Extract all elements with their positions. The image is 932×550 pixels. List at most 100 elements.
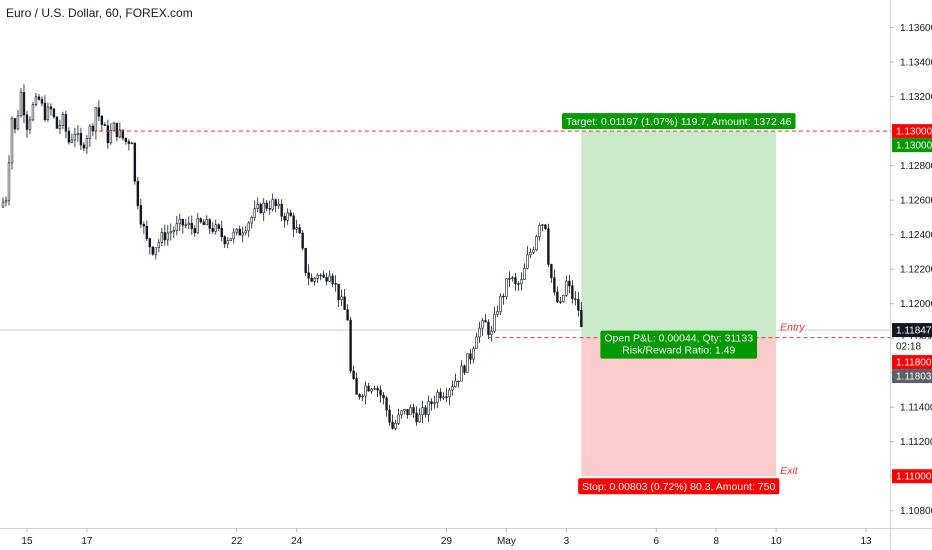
candle-body: [532, 249, 535, 253]
candle-body: [484, 320, 487, 323]
candle-body: [220, 228, 223, 237]
candle-body: [412, 407, 415, 414]
candle-body: [277, 203, 280, 207]
x-tick-label: 24: [291, 536, 303, 547]
candle-body: [541, 224, 544, 226]
candle-body: [346, 309, 349, 321]
candle-body: [133, 142, 137, 182]
candle-body: [268, 208, 271, 210]
y-tick-label: 1.13200: [900, 92, 932, 103]
stop-label[interactable]: [578, 478, 780, 495]
candle-body: [454, 380, 457, 387]
candle-body: [184, 224, 187, 226]
candle-body: [559, 301, 562, 303]
candle-body: [382, 394, 385, 399]
candle-body: [538, 225, 541, 237]
candle-body: [319, 274, 322, 277]
candle-body: [94, 107, 98, 132]
candle-body: [259, 204, 262, 214]
candle-body: [427, 401, 430, 415]
candle-body: [208, 219, 211, 229]
candle-body: [457, 380, 460, 383]
candle-body: [88, 125, 92, 139]
target-price-tag-green: [892, 138, 932, 153]
entry-price-tag-text: 1.11800: [896, 358, 932, 369]
candle-body: [574, 298, 577, 300]
candle-body: [43, 102, 47, 120]
candle-body: [46, 106, 50, 120]
x-tick-label: 10: [771, 536, 783, 547]
candle-body: [64, 114, 68, 132]
candle-body: [475, 336, 478, 349]
candle-body: [217, 224, 220, 229]
candle-body: [349, 319, 352, 372]
candle-body: [67, 130, 71, 143]
candle-body: [295, 227, 298, 230]
candle-body: [202, 221, 205, 226]
candle-body: [301, 232, 304, 249]
candle-body: [307, 272, 310, 279]
candle-body: [289, 212, 292, 217]
candle-body: [19, 92, 23, 117]
candle-body: [505, 278, 508, 298]
candle-body: [445, 396, 448, 398]
candle-body: [130, 142, 134, 145]
y-tick-label: 1.12800: [900, 161, 932, 172]
candle-body: [316, 274, 319, 279]
current-price-tag: [892, 323, 932, 338]
candle-body: [409, 407, 412, 416]
x-tick-label: 17: [81, 536, 93, 547]
candle-body: [100, 115, 104, 125]
open-pnl-label[interactable]: [600, 330, 758, 359]
candle-body: [523, 268, 526, 280]
target-label[interactable]: [561, 113, 796, 130]
candle-body: [283, 215, 286, 221]
candle-body: [274, 199, 277, 207]
candle-body: [436, 391, 439, 403]
candle-body: [109, 130, 113, 144]
current-price-tag-text: 1.11847: [896, 326, 932, 337]
candle-body: [550, 264, 553, 278]
candle-body: [511, 277, 514, 279]
y-tick-label: 1.12200: [900, 265, 932, 276]
candle-body: [424, 407, 427, 415]
candle-body: [139, 205, 143, 225]
candle-body: [175, 223, 179, 231]
candle-body: [70, 139, 74, 143]
candle-body: [271, 199, 274, 210]
candle-body: [238, 228, 241, 236]
candle-body: [112, 122, 116, 131]
y-tick-label: 1.13400: [900, 58, 932, 69]
candle-body: [172, 230, 176, 233]
candle-body: [232, 231, 235, 240]
stop-label-text: Stop: 0.00803 (0.72%) 80.3, Amount: 750: [582, 481, 775, 493]
y-tick-label: 1.11200: [900, 437, 932, 448]
candle-body: [124, 137, 128, 142]
candle-body: [502, 295, 505, 298]
candle-body: [49, 106, 53, 110]
candle-body: [1, 201, 5, 208]
candle-body: [526, 254, 529, 269]
candle-body: [136, 180, 140, 206]
candle-body: [256, 204, 259, 209]
x-tick-label: 15: [21, 536, 33, 547]
y-tick-label: 1.12000: [900, 299, 932, 310]
candle-body: [478, 327, 481, 338]
candle-body: [10, 118, 14, 164]
candle-body: [286, 212, 289, 221]
candle-body: [418, 414, 421, 423]
candle-body: [337, 283, 340, 300]
candle-body: [415, 412, 418, 423]
y-tick-label: 1.10800: [900, 506, 932, 517]
x-tick-label: 13: [860, 536, 872, 547]
candle-body: [205, 219, 208, 226]
candle-body: [187, 222, 190, 226]
x-tick-label: 22: [231, 536, 243, 547]
open-pnl-text: Open P&L: 0.00044, Qty: 31133: [604, 333, 753, 345]
candle-body: [13, 118, 17, 130]
candle-body: [358, 394, 361, 398]
candle-body: [334, 283, 337, 285]
candle-body: [148, 238, 152, 248]
candle-body: [520, 279, 523, 285]
